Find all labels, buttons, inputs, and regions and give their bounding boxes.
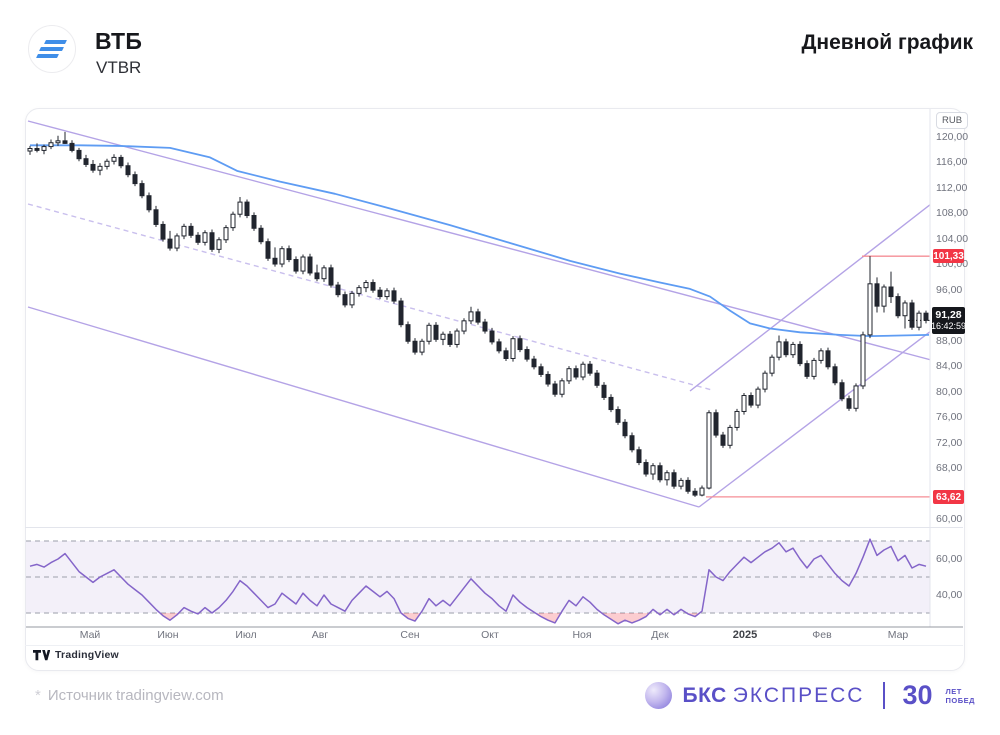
level-badge-high: 101,33 [933,249,964,263]
asterisk: * [35,687,41,704]
source-note: * Источник tradingview.com [35,687,224,704]
chart-card [25,108,965,671]
rsi-tick: 40,00 [936,588,963,601]
tradingview-icon [33,649,50,660]
time-axis-label: 2025 [732,629,758,641]
price-tick: 76,00 [936,411,963,424]
bks-divider [883,682,886,709]
price-tick: 104,00 [936,232,969,245]
page-title: ВТБ [95,28,143,54]
price-tick: 84,00 [936,360,963,373]
time-axis-label: Июн [157,629,179,641]
time-axis-label: Май [79,629,101,641]
price-tick: 88,00 [936,334,963,347]
bks-anniversary-text: ЛЕТ ПОБЕД [945,686,975,705]
vtb-logo [28,25,76,73]
vtb-stripes-icon [36,40,67,58]
time-axis-label: Сен [400,629,420,641]
bks-anniversary-number: 30 [902,680,933,710]
bks-name-bold: БКС [682,683,727,707]
bks-name-light: ЭКСПРЕСС [732,683,865,707]
tradingview-attribution[interactable]: TradingView [33,649,119,661]
price-tick: 80,00 [936,385,963,398]
time-axis-label: Дек [651,629,669,641]
currency-label: RUB [941,115,963,126]
last-price-value: 91,28 [935,309,962,322]
currency-box: RUB [936,112,968,129]
timeframe-title: Дневной график [801,31,973,54]
price-tick: 116,00 [936,156,968,169]
price-tick: 120,00 [936,130,969,143]
level-badge-low: 63,62 [933,490,964,504]
price-tick: 96,00 [936,283,963,296]
bks-express-logo: БКС ЭКСПРЕСС 30 ЛЕТ ПОБЕД [645,682,975,709]
tradingview-label: TradingView [55,649,119,661]
price-tick: 68,00 [936,462,963,475]
bks-sphere-icon [645,682,673,709]
time-axis-label: Ноя [572,629,592,641]
rsi-tick: 60,00 [936,552,963,565]
time-axis-label: Фев [812,629,832,641]
source-text: Источник tradingview.com [47,687,224,704]
price-tick: 112,00 [936,181,968,194]
bks-wordmark: БКС ЭКСПРЕСС [682,684,864,708]
price-tick: 108,00 [936,207,969,220]
price-tick: 72,00 [936,436,963,449]
last-price-time: 16:42:59 [930,321,967,332]
time-axis-label: Окт [481,629,499,641]
last-price-badge: 91,28 16:42:59 [930,307,967,334]
time-axis-label: Мар [887,629,909,641]
price-tick: 60,00 [936,513,963,526]
ticker-label: VTBR [96,58,142,77]
time-axis-label: Авг [311,629,329,641]
time-axis-label: Июл [235,629,257,641]
